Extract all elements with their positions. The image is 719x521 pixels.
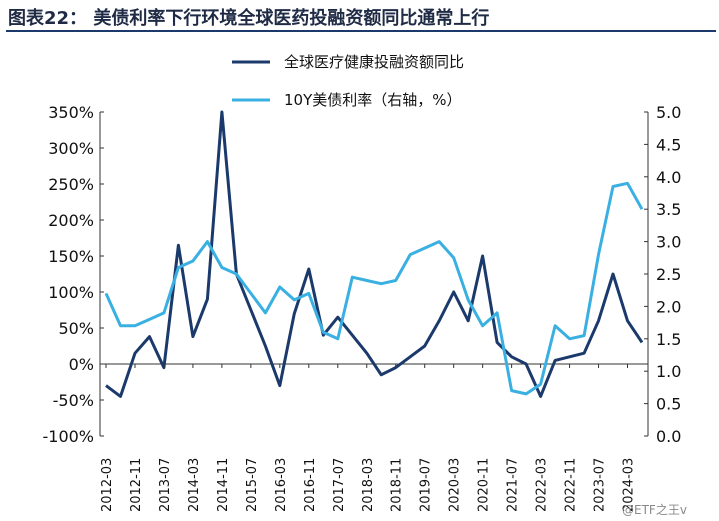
x-tick-label: 2019-07 (419, 458, 434, 512)
series-line-us10y (104, 181, 644, 396)
x-tick-label: 2012-03 (100, 458, 115, 512)
x-tick-label: 2016-11 (303, 458, 318, 512)
legend-label-investment-yoy: 全球医疗健康投融资额同比 (284, 53, 464, 71)
left-tick-label: 350% (48, 103, 94, 122)
x-tick-label: 2018-11 (390, 458, 405, 512)
x-tick-label: 2018-03 (361, 458, 376, 512)
right-tick-label: 2.5 (656, 265, 681, 284)
left-tick-label: -100% (42, 427, 94, 446)
x-tick-label: 2015-07 (245, 458, 260, 512)
legend-label-us10y: 10Y美债利率（右轴，%） (284, 91, 462, 109)
legend: 全球医疗健康投融资额同比 10Y美债利率（右轴，%） (232, 53, 464, 109)
left-tick-label: 250% (48, 175, 94, 194)
title-underline (6, 30, 716, 32)
watermark: @ETF之王v (622, 503, 687, 517)
x-tick-label: 2017-07 (332, 458, 347, 512)
x-tick-label: 2022-11 (564, 458, 579, 512)
right-tick-label: 4.5 (656, 135, 681, 154)
left-tick-label: 100% (48, 283, 94, 302)
left-tick-label: 200% (48, 211, 94, 230)
title-bar: 图表22： 美债利率下行环境全球医药投融资额同比通常上行 (0, 0, 719, 32)
left-tick-label: 300% (48, 139, 94, 158)
x-tick-label: 2020-11 (477, 458, 492, 512)
x-tick-label: 2016-03 (274, 458, 289, 512)
left-tick-label: 50% (58, 319, 94, 338)
right-tick-label: 0.5 (656, 395, 681, 414)
x-tick-label: 2020-03 (448, 458, 463, 512)
x-tick-label: 2021-07 (506, 458, 521, 512)
right-tick-label: 3.0 (656, 233, 681, 252)
x-tick-label: 2022-03 (535, 458, 550, 512)
chart-title: 图表22： 美债利率下行环境全球医药投融资额同比通常上行 (8, 8, 490, 29)
right-tick-label: 4.0 (656, 168, 681, 187)
series-line-investment-yoy (105, 110, 644, 398)
right-tick-label: 2.0 (656, 297, 681, 316)
left-tick-label: -50% (53, 391, 94, 410)
x-tick-labels: 2012-03 2012-11 2013-07 2014-03 2014-11 2015-… (100, 364, 637, 512)
right-tick-label: 1.0 (656, 362, 681, 381)
x-tick-label: 2023-07 (593, 458, 608, 512)
right-tick-label: 1.5 (656, 330, 681, 349)
x-tick-label: 2024-03 (622, 458, 637, 512)
x-tick-label: 2014-03 (187, 458, 202, 512)
right-tick-label: 5.0 (656, 103, 681, 122)
x-tick-label: 2014-11 (216, 458, 231, 512)
right-tick-label: 3.5 (656, 200, 681, 219)
left-tick-label: 0% (69, 355, 94, 374)
left-tick-label: 150% (48, 247, 94, 266)
series-layer (104, 110, 644, 398)
axes: 350% 300% 250% 200% 150% 100% 50% 0% -50% -100% 5.… (42, 103, 681, 446)
right-tick-label: 0.0 (656, 427, 681, 446)
x-tick-label: 2013-07 (158, 458, 173, 512)
x-tick-label: 2012-11 (129, 458, 144, 512)
